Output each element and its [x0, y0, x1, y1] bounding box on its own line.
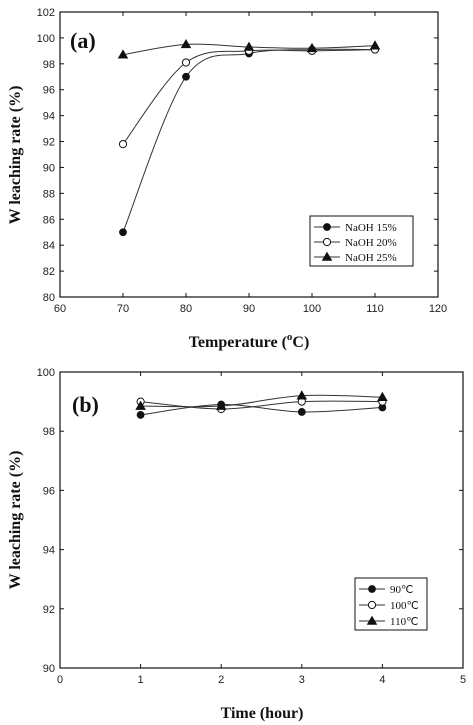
panel-b-legend-label: 110℃ — [390, 616, 418, 628]
panel-a-series-line-1 — [122, 48, 376, 233]
panel-a-y-tick-label: 100 — [37, 33, 55, 45]
panel-a-y-tick-label: 88 — [43, 188, 55, 200]
panel-a-data-point — [369, 40, 381, 50]
panel-a-x-tick-label: 80 — [180, 303, 192, 315]
panel-a-x-axis-label: Temperature (oC) — [189, 331, 310, 351]
panel-b-legend-marker — [366, 615, 378, 625]
panel-b-y-tick-label: 100 — [37, 367, 55, 379]
panel-a-y-tick-label: 82 — [43, 266, 55, 278]
panel-b-data-point — [297, 408, 306, 416]
panel-b-y-tick-label: 94 — [43, 545, 55, 557]
panel-a-data-point — [182, 72, 190, 81]
panel-a-legend-marker — [323, 223, 331, 231]
panel-a-series-line-2 — [122, 49, 376, 145]
panel-b-frame — [59, 371, 464, 669]
panel-a-x-tick-label: 60 — [54, 303, 66, 315]
panel-b-y-tick-label: 90 — [43, 663, 55, 675]
panel-b-x-tick-label: 0 — [57, 674, 63, 686]
panel-a-x-tick-label: 70 — [117, 303, 129, 315]
panel-a-data-point — [243, 41, 255, 51]
panel-b-x-tick-label: 5 — [460, 674, 466, 686]
panel-a-data-point — [180, 38, 192, 49]
panel-b-data-point — [377, 391, 388, 401]
panel-b-x-tick-label: 2 — [218, 674, 224, 686]
panel-a-y-tick-label: 84 — [43, 240, 55, 252]
panel-a-data-point — [117, 49, 129, 59]
panel-a-y-tick-label: 96 — [43, 85, 55, 97]
panel-a-legend-marker — [322, 237, 332, 247]
panel-a-x-tick-label: 90 — [243, 303, 255, 315]
panel-a-y-tick-label: 92 — [43, 137, 55, 149]
panel-a-x-tick-label: 110 — [366, 303, 384, 315]
panel-a-y-tick-label: 90 — [43, 162, 55, 174]
panel-b-x-tick-label: 1 — [138, 674, 144, 686]
panel-a: 60 70 80 90 100 110 120 80 82 84 86 88 90 92 94 96 98 100… — [7, 7, 447, 351]
panel-a-y-tick-label: 86 — [43, 214, 55, 226]
panel-b-x-axis-label: Time (hour) — [221, 705, 304, 722]
panel-a-legend-label: NaOH 15% — [345, 222, 397, 234]
panel-b-data-point — [135, 400, 146, 410]
panel-b: 0 1 2 3 4 5 90 92 94 96 98 100 (b) W leaching rate … — [7, 367, 466, 722]
panel-b-legend: 90℃ 100℃ 110℃ — [354, 577, 428, 631]
panel-a-y-tick-label: 80 — [43, 292, 55, 304]
panel-b-y-tick-label: 92 — [43, 604, 55, 616]
panel-a-y-axis-label: W leaching rate (%) — [7, 86, 24, 225]
panel-a-data-point — [306, 42, 318, 53]
panel-b-data-point — [296, 390, 308, 400]
panel-b-y-tick-label: 98 — [43, 426, 55, 438]
panel-b-x-tick-label: 3 — [299, 674, 305, 686]
panel-b-y-tick-label: 96 — [43, 485, 55, 497]
panel-a-legend-marker — [321, 251, 333, 261]
panel-a-legend-label: NaOH 20% — [345, 237, 397, 249]
panel-b-series-line-1 — [140, 404, 383, 416]
panel-b-legend-marker — [368, 585, 376, 593]
panel-a-legend: NaOH 15% NaOH 20% NaOH 25% — [309, 215, 414, 267]
panel-b-data-point — [136, 411, 145, 419]
panel-a-y-tick-label: 94 — [43, 111, 55, 123]
panel-a-data-point — [181, 58, 191, 67]
panel-b-series-line-2 — [140, 400, 383, 410]
panel-b-legend-label: 90℃ — [390, 584, 413, 596]
panel-b-x-tick-label: 4 — [379, 674, 385, 686]
panel-a-legend-label: NaOH 25% — [345, 252, 397, 264]
panel-b-label: (b) — [72, 392, 99, 417]
panel-a-y-tick-label: 102 — [37, 7, 55, 19]
panel-b-data-point — [215, 400, 227, 410]
panel-b-series-line-3 — [140, 394, 383, 408]
panel-b-legend-marker — [367, 600, 377, 610]
panel-a-y-tick-label: 98 — [43, 59, 55, 71]
panel-a-x-tick-label: 120 — [429, 303, 447, 315]
panel-a-data-point — [118, 140, 128, 149]
panel-a-label: (a) — [70, 28, 96, 53]
panel-a-data-point — [119, 228, 127, 237]
panel-b-legend-label: 100℃ — [390, 600, 419, 612]
panel-b-y-axis-label: W leaching rate (%) — [7, 451, 24, 590]
panel-a-x-tick-label: 100 — [303, 303, 321, 315]
